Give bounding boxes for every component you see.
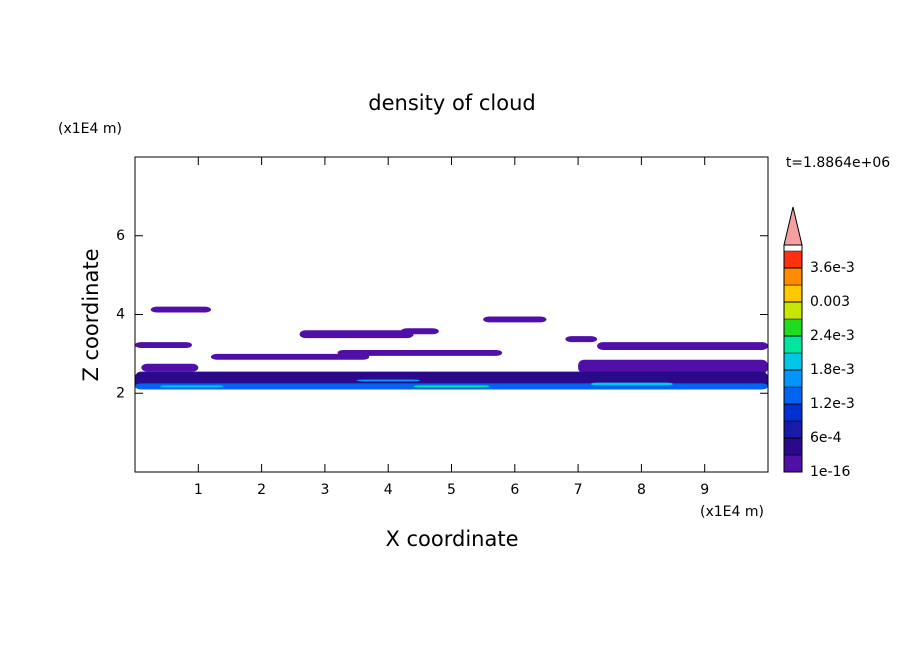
contour-patch (337, 349, 503, 356)
x-tick-label: 9 (700, 482, 709, 498)
y-axis-label: Z coordinate (79, 248, 103, 381)
x-tick-label: 6 (510, 482, 519, 498)
contour-patch (160, 385, 224, 388)
contour-patch (590, 382, 674, 386)
contour-patch (299, 330, 414, 339)
colorbar-tick-label: 6e-4 (810, 430, 842, 446)
plot-frame (134, 156, 769, 473)
x-tick-label: 8 (637, 482, 646, 498)
x-tick-label: 2 (257, 482, 266, 498)
colorbar-band (783, 369, 803, 388)
contour-patch (356, 379, 420, 382)
colorbar-band (783, 284, 803, 303)
colorbar-band (783, 335, 803, 354)
colorbar-band (783, 437, 803, 456)
contour-patch (578, 359, 768, 374)
y-unit: (x1E4 m) (58, 121, 122, 137)
colorbar-tick-label: 1.8e-3 (810, 362, 855, 378)
contour-patch (413, 385, 490, 388)
colorbar-band (783, 267, 803, 286)
colorbar-tick-label: 1e-16 (810, 464, 850, 480)
y-tick-label: 6 (116, 228, 125, 244)
colorbar-band (783, 454, 803, 473)
y-tick-label: 2 (116, 385, 125, 401)
x-tick-label: 5 (447, 482, 456, 498)
x-unit: (x1E4 m) (700, 504, 764, 520)
x-axis-label: X coordinate (385, 527, 518, 551)
contour-patch (135, 342, 192, 348)
x-tick-label: 4 (384, 482, 393, 498)
x-tick-label: 7 (574, 482, 583, 498)
x-tick-label: 3 (320, 482, 329, 498)
colorbar-band (783, 250, 803, 269)
contour-patch (565, 336, 598, 343)
colorbar-band (783, 403, 803, 422)
colorbar-band (783, 420, 803, 439)
colorbar-tick-label: 3.6e-3 (810, 260, 855, 276)
contour-patch (210, 353, 370, 360)
colorbar-tick-label: 2.4e-3 (810, 328, 855, 344)
colorbar-band (783, 318, 803, 337)
colorbar-extend (783, 206, 803, 246)
contour-patch (141, 363, 199, 372)
chart-title: density of cloud (368, 91, 535, 115)
contour-patch (597, 342, 768, 350)
colorbar-tick-label: 0.003 (810, 294, 850, 310)
contour-patch (400, 328, 439, 335)
time-label: t=1.8864e+06 (786, 155, 890, 171)
y-tick-label: 4 (116, 307, 125, 323)
colorbar-band (783, 301, 803, 320)
colorbar-tick-label: 1.2e-3 (810, 396, 855, 412)
colorbar-band (783, 352, 803, 371)
contour-patch (150, 306, 211, 313)
colorbar-band (783, 386, 803, 405)
x-tick-label: 1 (194, 482, 203, 498)
contour-patch (483, 316, 547, 323)
